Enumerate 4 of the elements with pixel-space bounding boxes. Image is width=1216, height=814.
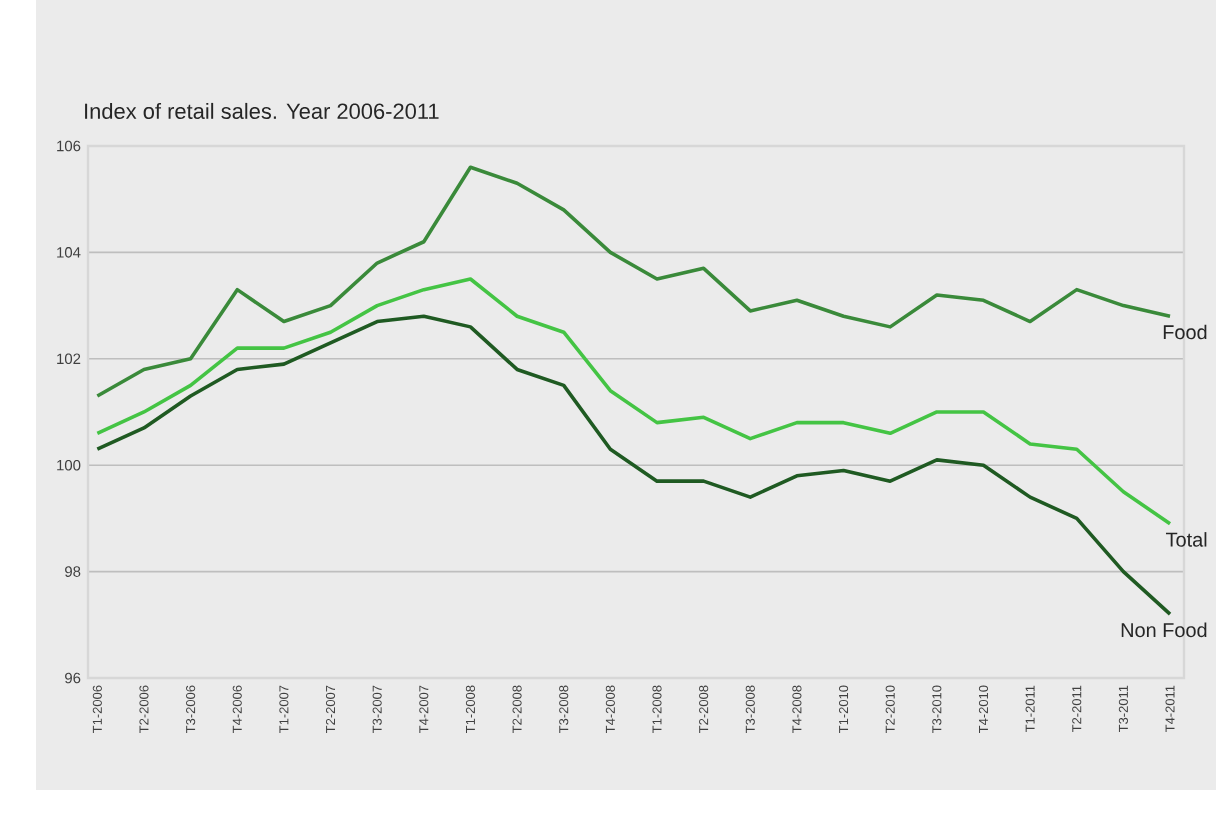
series-label: Total xyxy=(1165,532,1207,547)
series-label: Non Food xyxy=(1121,622,1207,638)
chart-title: Index of retail sales. Year 2006-2011 xyxy=(85,102,439,119)
series-label: Food xyxy=(1163,324,1207,340)
